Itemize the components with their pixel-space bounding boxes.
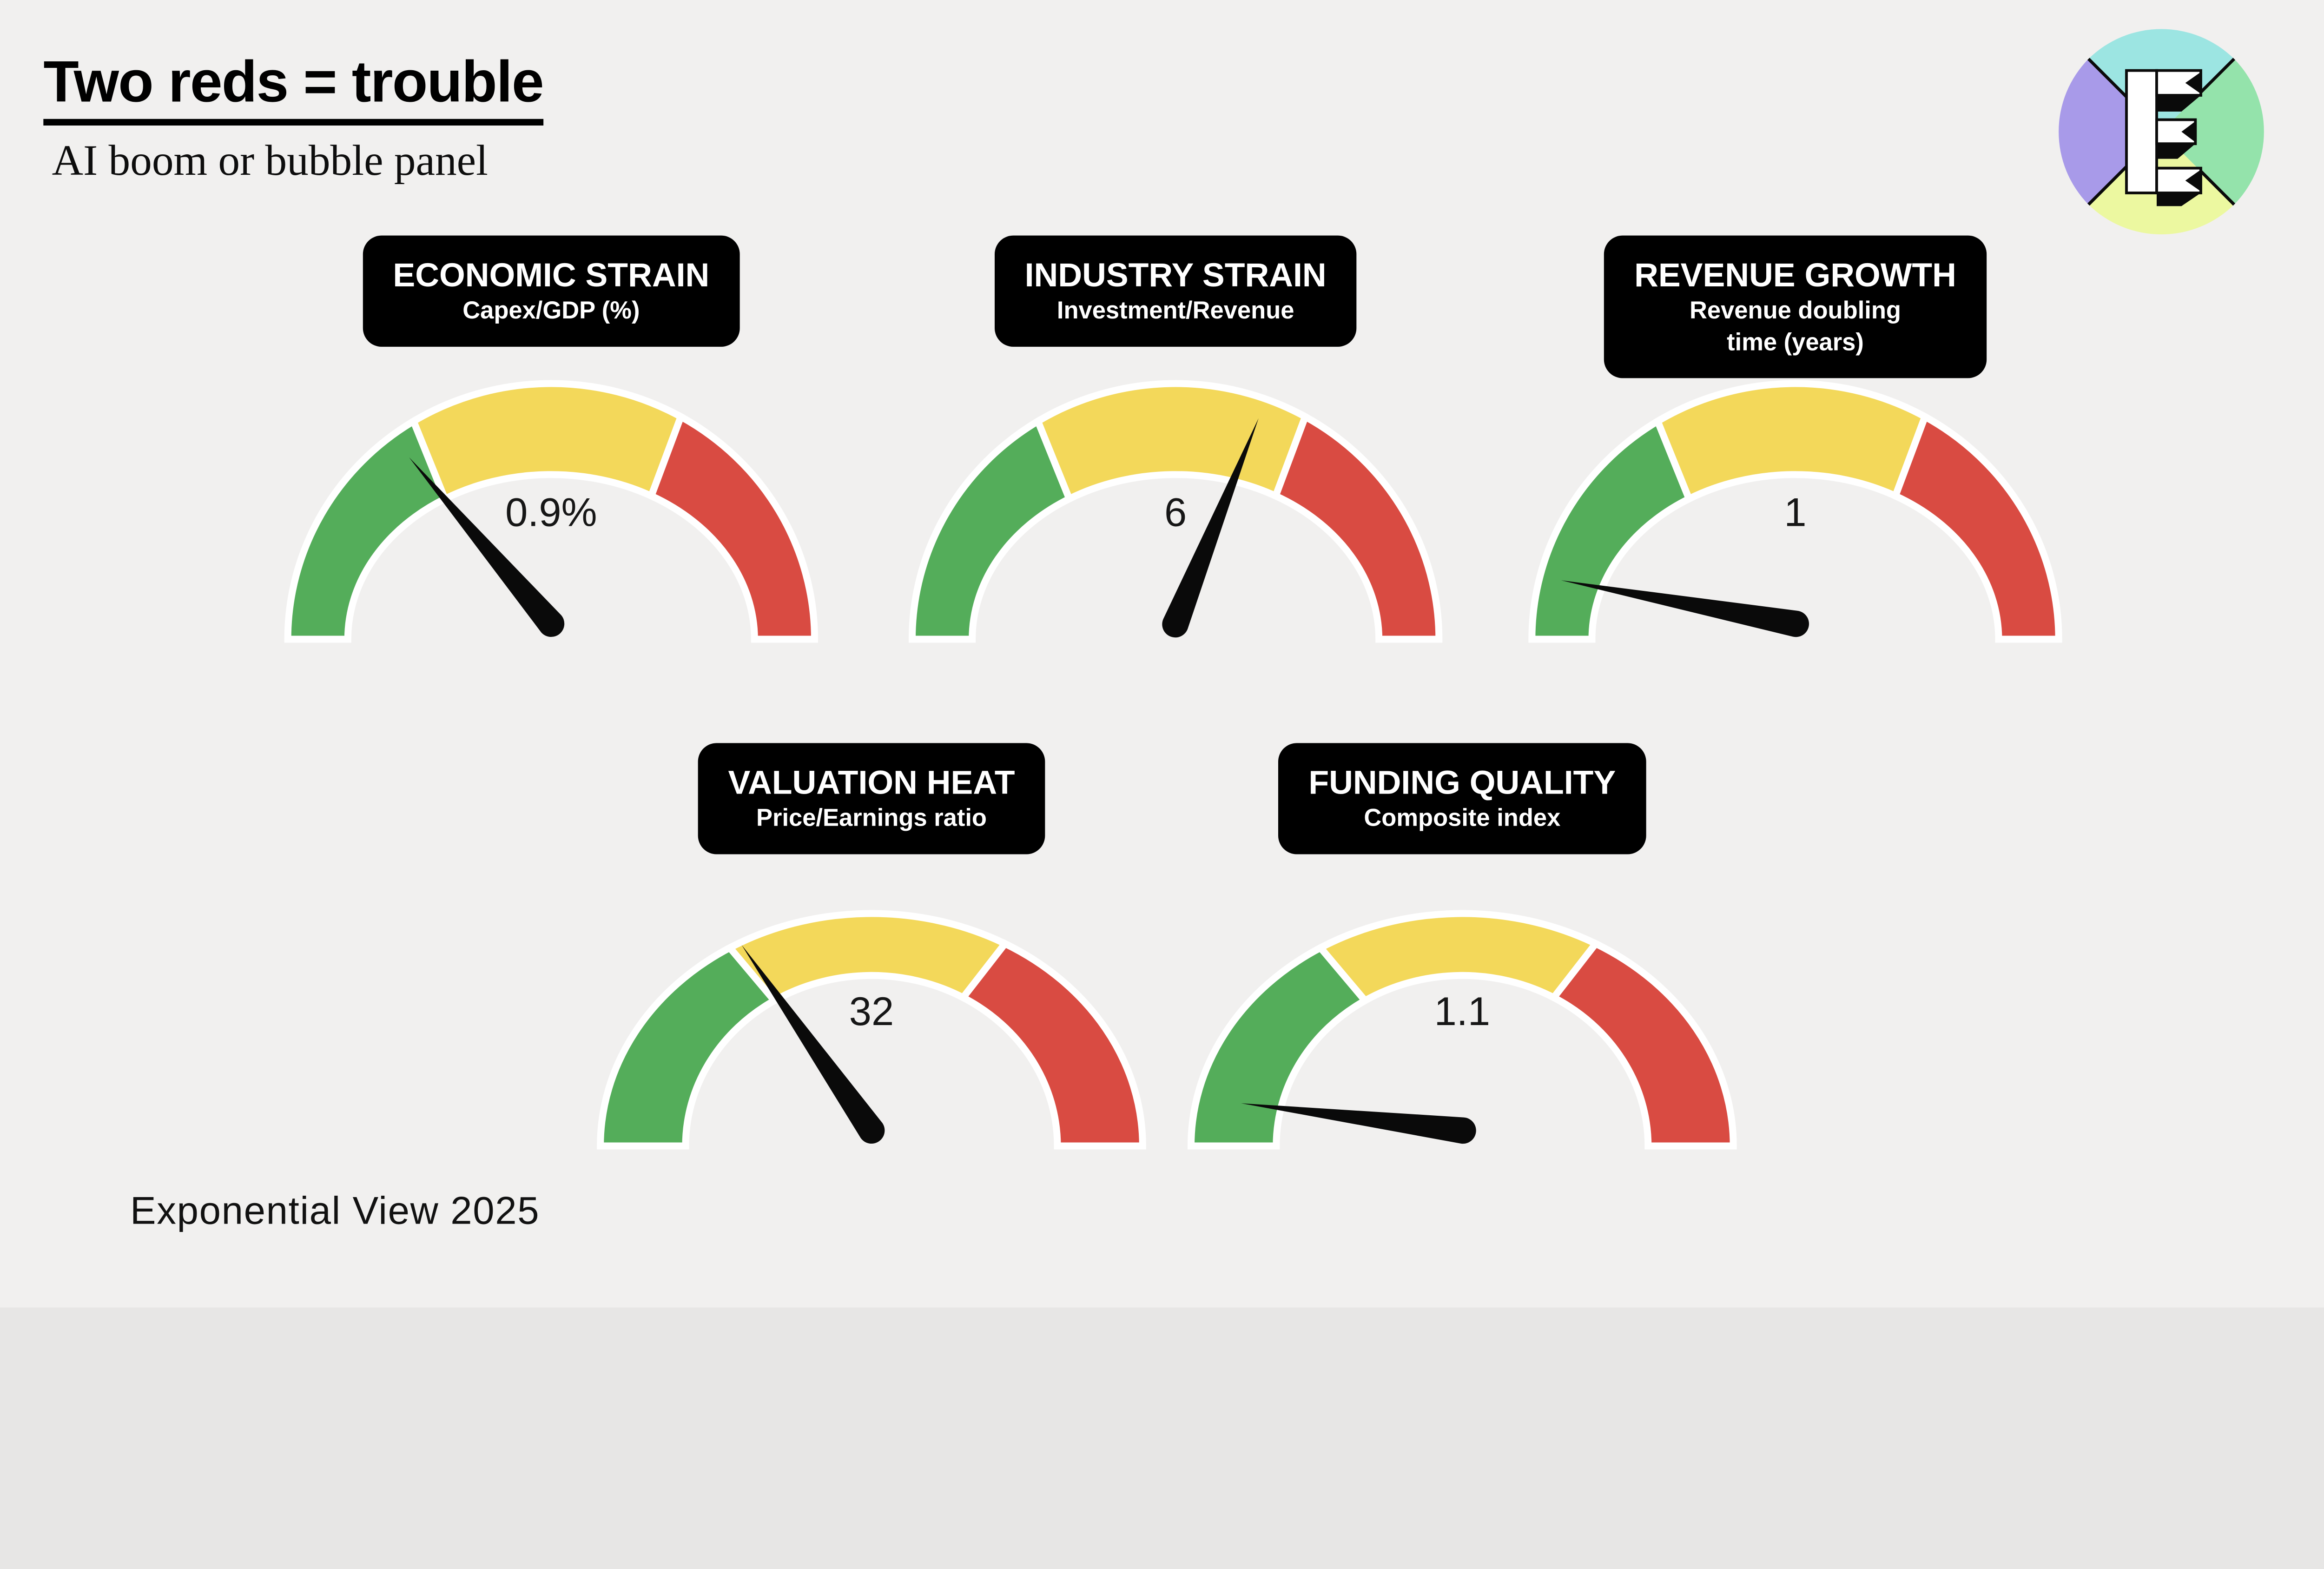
- gauge-zone-green: [1187, 943, 1371, 1150]
- gauge-zone-green: [597, 943, 780, 1150]
- logo-quadrant-right: [2161, 59, 2264, 205]
- gauge-subtitle: Composite index: [1364, 804, 1561, 832]
- gauge-needle: [1561, 580, 1809, 637]
- gauge-dial: 1: [1528, 380, 2062, 643]
- exponential-view-logo: [2059, 29, 2264, 235]
- gauge-value: 32: [849, 989, 894, 1034]
- gauge-value: 6: [1164, 490, 1187, 535]
- gauge-needle: [1162, 418, 1259, 638]
- gauge-dial: 1.1: [1187, 910, 1737, 1150]
- gauge-title: FUNDING QUALITY: [1308, 764, 1616, 801]
- gauge-title: REVENUE GROWTH: [1634, 256, 1956, 294]
- gauge-zone-red: [1271, 411, 1443, 643]
- gauge-zone-yellow: [1315, 910, 1601, 1005]
- gauge-zone-red: [957, 939, 1146, 1150]
- gauge-subtitle: Capex/GDP (%): [462, 297, 640, 324]
- gauge-subtitle: Revenue doubling: [1689, 297, 1901, 324]
- gauge-economic-strain: ECONOMIC STRAIN Capex/GDP (%) 0.9%: [280, 235, 823, 649]
- infographic-canvas: Two reds = trouble AI boom or bubble pan…: [43, 29, 2264, 1232]
- gauge-valuation-heat: VALUATION HEAT Price/Earnings ratio 32: [597, 743, 1146, 1156]
- page-subtitle: AI boom or bubble panel: [52, 136, 488, 185]
- gauge-dial: 32: [597, 910, 1146, 1150]
- gauge-title: INDUSTRY STRAIN: [1024, 256, 1327, 294]
- gauge-zone-red: [1891, 411, 2062, 643]
- gauge-needle: [409, 457, 565, 637]
- gauge-needle: [1241, 1103, 1476, 1144]
- gauge-zone-yellow: [724, 910, 1010, 1005]
- gauge-label-box: INDUSTRY STRAIN Investment/Revenue: [994, 235, 1357, 347]
- logo-quadrant-left: [2059, 59, 2161, 205]
- gauge-zone-red: [1548, 939, 1737, 1150]
- gauge-subtitle: Price/Earnings ratio: [756, 804, 987, 832]
- header: Two reds = trouble AI boom or bubble pan…: [43, 49, 544, 185]
- gauge-zone-yellow: [1653, 380, 1929, 504]
- gauge-value: 0.9%: [505, 490, 597, 535]
- gauge-revenue-growth: REVENUE GROWTH Revenue doubling time (ye…: [1524, 235, 2067, 649]
- page-title: Two reds = trouble: [43, 49, 544, 126]
- footer-credit: Exponential View 2025: [130, 1189, 540, 1232]
- gauge-zone-yellow: [1033, 380, 1310, 504]
- gauge-label-box: FUNDING QUALITY Composite index: [1278, 743, 1646, 854]
- gauge-label-box: VALUATION HEAT Price/Earnings ratio: [698, 743, 1045, 854]
- gauge-industry-strain: INDUSTRY STRAIN Investment/Revenue 6: [905, 235, 1447, 649]
- gauge-dial: 0.9%: [284, 380, 819, 643]
- gauge-title: ECONOMIC STRAIN: [393, 256, 710, 294]
- gauge-dial: 6: [908, 380, 1443, 643]
- gauge-label-box: ECONOMIC STRAIN Capex/GDP (%): [363, 235, 740, 347]
- gauge-zone-green: [908, 416, 1074, 643]
- gauge-subtitle: time (years): [1727, 328, 1864, 356]
- gauge-needle: [741, 945, 885, 1144]
- gauge-zone-red: [647, 411, 819, 643]
- gauge-funding-quality: FUNDING QUALITY Composite index 1.1: [1187, 743, 1737, 1156]
- gauge-zone-green: [284, 416, 449, 643]
- gauge-value: 1: [1784, 490, 1806, 535]
- gauge-title: VALUATION HEAT: [728, 764, 1015, 801]
- gauge-subtitle: Investment/Revenue: [1056, 297, 1294, 324]
- gauge-label-box: REVENUE GROWTH Revenue doubling time (ye…: [1604, 235, 1987, 378]
- logo-letter-e: [2125, 69, 2202, 206]
- gauge-value: 1.1: [1434, 989, 1490, 1034]
- gauge-zone-green: [1528, 416, 1694, 643]
- gauge-zone-yellow: [409, 380, 686, 504]
